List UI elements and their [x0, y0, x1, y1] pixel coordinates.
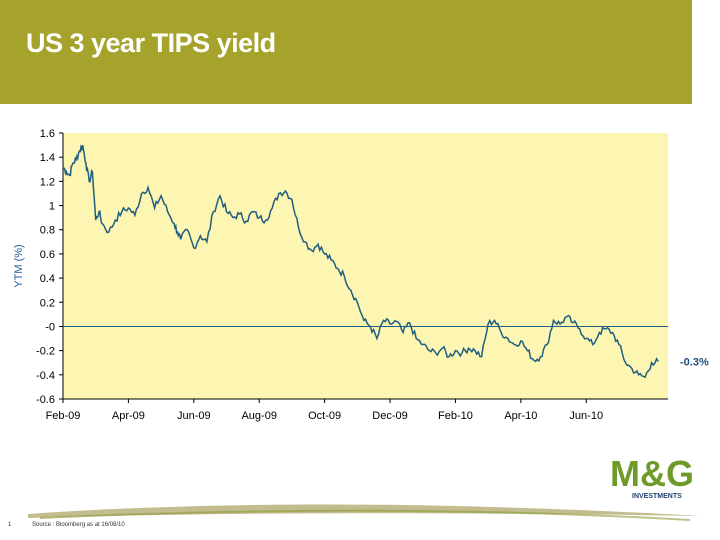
y-tick-label: 1.4 [40, 152, 55, 164]
y-tick-label: -0.4 [36, 370, 55, 382]
page-number: 1 [8, 522, 12, 528]
x-tick-label: Feb-09 [46, 410, 81, 422]
footer-swoosh [28, 504, 700, 521]
y-tick-label: 0.8 [40, 225, 55, 237]
source-note: Source : Bloomberg as at 16/08/10 [32, 522, 125, 528]
y-tick-label: 1.6 [40, 128, 55, 140]
logo-subtext: INVESTMENTS [632, 493, 682, 500]
x-tick-label: Apr-09 [112, 410, 145, 422]
x-tick-label: Feb-10 [438, 410, 473, 422]
x-tick-label: Jun-09 [177, 410, 211, 422]
y-tick-label: -0.2 [36, 346, 55, 358]
x-tick-label: Oct-09 [308, 410, 341, 422]
mg-investments-logo: M&G INVESTMENTS [610, 452, 700, 500]
x-tick-label: Aug-09 [241, 410, 276, 422]
logo-text: M&G [610, 453, 694, 494]
y-tick-label: 0.6 [40, 249, 55, 261]
y-tick-label: -0.6 [36, 394, 55, 406]
y-axis-label: YTM (%) [13, 244, 25, 287]
end-value-label: -0.3% [680, 357, 709, 369]
page-title: US 3 year TIPS yield [26, 28, 276, 58]
x-tick-label: Apr-10 [504, 410, 537, 422]
y-tick-label: -0 [45, 321, 55, 333]
plot-background [63, 133, 668, 399]
x-tick-label: Jun-10 [569, 410, 603, 422]
axis-layer: 1.6 1.4 1.2 1 0.8 0.6 0.4 0.2 -0 -0.2 -0.4 -0.6 Feb-… [36, 128, 668, 422]
series-line-tips-yield [62, 143, 659, 379]
y-tick-label: 0.2 [40, 297, 55, 309]
y-tick-label: 1.2 [40, 176, 55, 188]
y-tick-label: 0.4 [40, 273, 55, 285]
x-tick-label: Dec-09 [372, 410, 407, 422]
header-bar [0, 0, 692, 104]
y-tick-label: 1 [49, 201, 55, 213]
